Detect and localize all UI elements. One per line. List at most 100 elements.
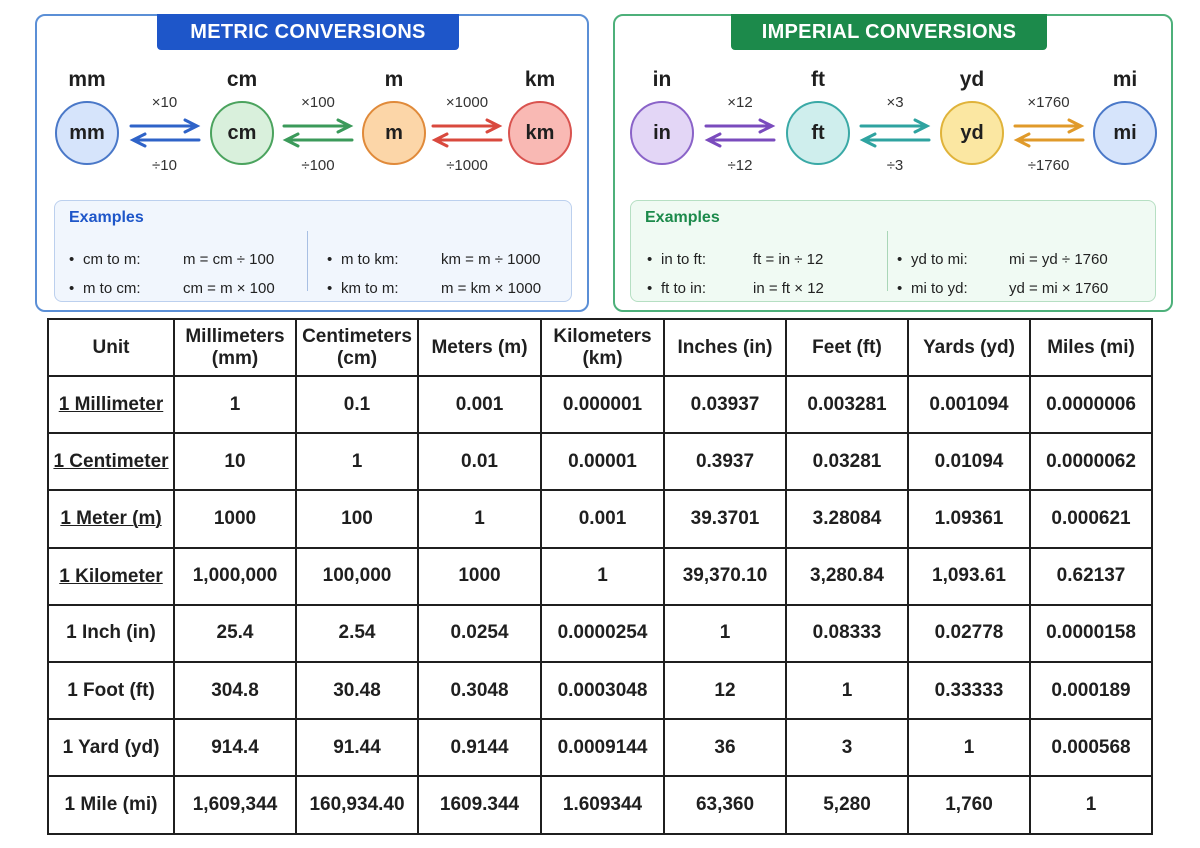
imperial-example-2: • yd to mi: mi = yd ÷ 1760 (897, 251, 1108, 268)
bullet-icon: • (647, 280, 653, 297)
metric-divide-label-2: ÷1000 (446, 157, 488, 174)
conversion-table-header: Unit Millimeters (mm) Centimeters (cm) Mete… (47, 318, 1153, 377)
imperial-arrow-right-icon-1 (859, 118, 931, 134)
column-header: Kilometers (km) (540, 318, 665, 377)
table-cell: 5,280 (785, 775, 909, 835)
table-cell: 1 (173, 374, 297, 435)
metric-arrows-svg-0 (129, 118, 200, 148)
metric-example-formula: km = m ÷ 1000 (441, 251, 541, 268)
imperial-example-formula: yd = mi × 1760 (1009, 280, 1109, 297)
table-cell: 3.28084 (785, 489, 909, 549)
column-header: Unit (47, 318, 175, 377)
imperial-example-0: • in to ft: ft = in ÷ 12 (647, 251, 823, 268)
row-unit-label: 1 Kilometer (47, 546, 175, 606)
table-cell: 0.08333 (785, 603, 909, 663)
column-header: Millimeters (mm) (173, 318, 297, 377)
imperial-arrows-svg-0 (704, 118, 776, 148)
imperial-arrow-right-icon-2 (1013, 118, 1084, 134)
metric-arrows-svg-1 (282, 118, 354, 148)
imperial-multiply-label-2: ×1760 (1027, 94, 1070, 111)
table-cell: 0.001 (417, 374, 542, 435)
table-row: 1 Millimeter 1 0.1 0.001 0.000001 0.03937 0.00… (47, 374, 1153, 435)
imperial-examples-box: Examples • in to ft: ft = in ÷ 12 • ft to in… (630, 200, 1156, 302)
table-cell: 914.4 (173, 718, 297, 778)
bullet-icon: • (897, 280, 903, 297)
imperial-arrow-right-icon-0 (704, 118, 776, 134)
metric-unit-circle-0: mm (55, 101, 119, 165)
row-unit-label: 1 Foot (ft) (47, 660, 175, 721)
column-header: Miles (mi) (1029, 318, 1153, 377)
imperial-divide-label-2: ÷1760 (1027, 157, 1070, 174)
metric-example-label: cm to m: (83, 251, 141, 268)
column-header: Meters (m) (417, 318, 542, 377)
table-cell: 1 (1029, 775, 1153, 835)
imperial-divide-label-0: ÷12 (727, 157, 753, 174)
metric-examples-box: Examples • cm to m: m = cm ÷ 100 • m to cm: c… (54, 200, 572, 302)
metric-title: METRIC CONVERSIONS (157, 14, 459, 50)
table-cell: 91.44 (295, 718, 419, 778)
table-cell: 1 (907, 718, 1031, 778)
row-unit-label: 1 Centimeter (47, 432, 175, 492)
metric-arrows-svg-2 (431, 118, 503, 148)
table-cell: 3 (785, 718, 909, 778)
bullet-icon: • (327, 251, 333, 268)
imperial-examples-title: Examples (645, 209, 720, 226)
table-cell: 1 (417, 489, 542, 549)
imperial-divide-label-1: ÷3 (886, 157, 904, 174)
row-unit-label: 1 Yard (yd) (47, 718, 175, 778)
bullet-icon: • (897, 251, 903, 268)
table-cell: 1609.344 (417, 775, 542, 835)
imperial-example-formula: ft = in ÷ 12 (753, 251, 824, 268)
imperial-example-label: mi to yd: (911, 280, 968, 297)
table-cell: 0.0003048 (540, 660, 665, 721)
table-cell: 0.03281 (785, 432, 909, 492)
table-cell: 0.0000254 (540, 603, 665, 663)
row-unit-label: 1 Mile (mi) (47, 775, 175, 835)
imperial-unit-label-2: yd (959, 68, 985, 91)
table-cell: 0.0000158 (1029, 603, 1153, 663)
row-unit-label: 1 Millimeter (47, 374, 175, 435)
table-cell: 10 (173, 432, 297, 492)
imperial-example-1: • ft to in: in = ft × 12 (647, 280, 824, 297)
table-cell: 0.0000062 (1029, 432, 1153, 492)
imperial-unit-circle-1: ft (786, 101, 850, 165)
metric-example-2: • m to km: km = m ÷ 1000 (327, 251, 541, 268)
metric-multiply-label-0: ×10 (151, 94, 178, 111)
row-unit-label: 1 Meter (m) (47, 489, 175, 549)
imperial-unit-label-1: ft (811, 68, 825, 91)
table-cell: 160,934.40 (295, 775, 419, 835)
table-row: 1 Meter (m) 1000 100 1 0.001 39.3701 3.28084 1.… (47, 489, 1153, 549)
bullet-icon: • (69, 251, 75, 268)
imperial-example-formula: mi = yd ÷ 1760 (1009, 251, 1108, 268)
metric-arrow-left-icon-0 (129, 132, 200, 148)
table-cell: 0.0000006 (1029, 374, 1153, 435)
table-cell: 0.33333 (907, 660, 1031, 721)
metric-arrow-right-icon-2 (431, 118, 503, 134)
table-row: 1 Kilometer 1,000,000 100,000 1000 1 39,370.1… (47, 546, 1153, 606)
table-cell: 0.3937 (663, 432, 787, 492)
metric-examples-divider (307, 231, 308, 291)
table-cell: 1 (663, 603, 787, 663)
table-row: 1 Foot (ft) 304.8 30.48 0.3048 0.0003048 12 1 0… (47, 660, 1153, 721)
metric-unit-circle-1: cm (210, 101, 274, 165)
bullet-icon: • (69, 280, 75, 297)
table-row: 1 Inch (in) 25.4 2.54 0.0254 0.0000254 1 0.083… (47, 603, 1153, 663)
table-row: 1 Mile (mi) 1,609,344 160,934.40 1609.344 1.… (47, 775, 1153, 835)
table-cell: 0.3048 (417, 660, 542, 721)
imperial-examples-divider (887, 231, 888, 291)
imperial-unit-label-0: in (652, 68, 672, 91)
metric-example-label: km to m: (341, 280, 399, 297)
imperial-unit-circle-0: in (630, 101, 694, 165)
imperial-title: IMPERIAL CONVERSIONS (731, 14, 1047, 50)
column-header: Feet (ft) (785, 318, 909, 377)
imperial-arrows-svg-2 (1013, 118, 1084, 148)
conversion-table-body: 1 Millimeter 1 0.1 0.001 0.000001 0.03937 0.00… (47, 374, 1153, 835)
table-cell: 0.01 (417, 432, 542, 492)
metric-arrow-right-icon-1 (282, 118, 354, 134)
metric-conversions-panel: METRIC CONVERSIONS mm mm cm cm m m km km ×10 ÷10 ×… (35, 14, 589, 312)
table-cell: 1,093.61 (907, 546, 1031, 606)
imperial-unit-circle-3: mi (1093, 101, 1157, 165)
metric-example-3: • km to m: m = km × 1000 (327, 280, 541, 297)
column-header: Yards (yd) (907, 318, 1031, 377)
metric-example-formula: cm = m × 100 (183, 280, 275, 297)
